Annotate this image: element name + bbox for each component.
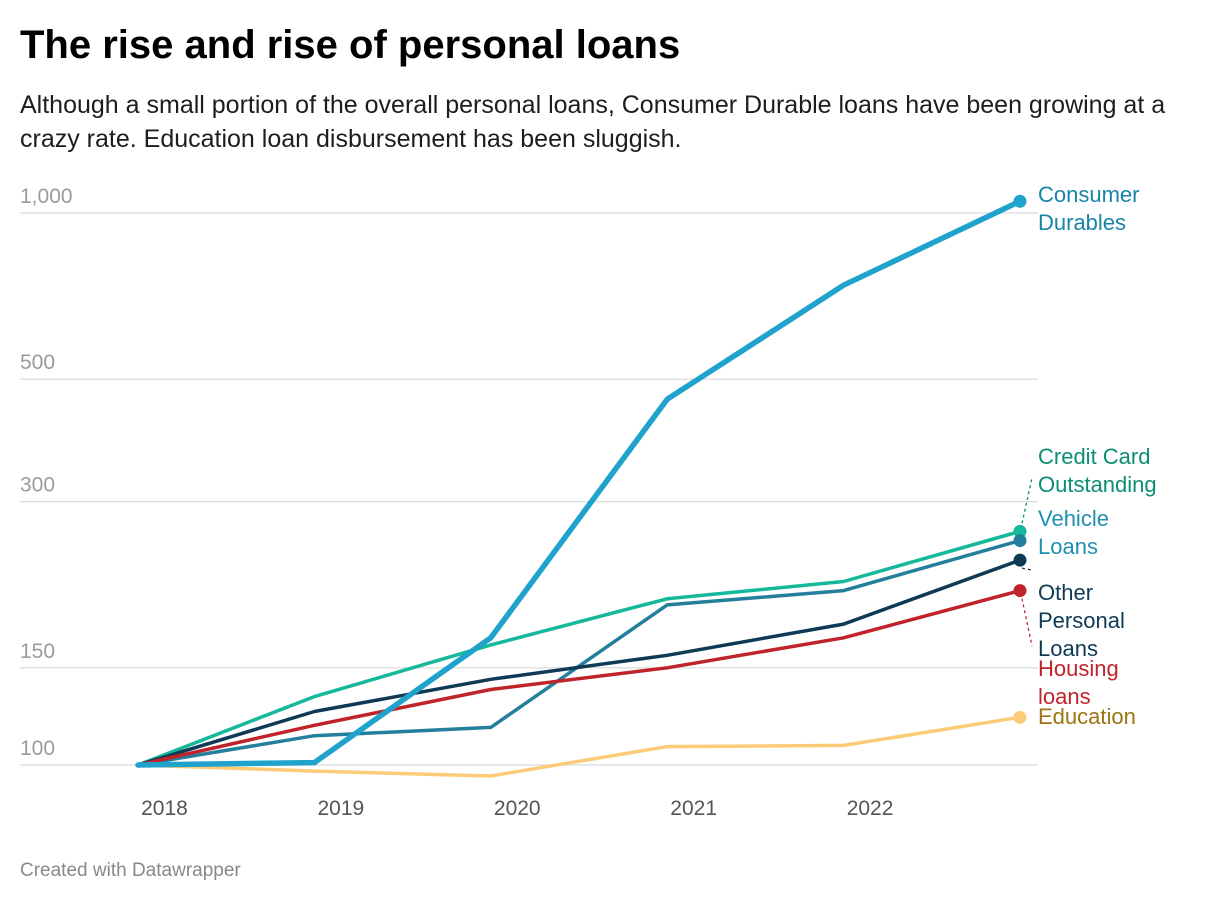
series-lines: [135, 198, 1023, 778]
chart-title: The rise and rise of personal loans: [20, 23, 681, 67]
series-label: Credit Card Outstanding: [1038, 444, 1157, 497]
series-label-line: Consumer: [1038, 182, 1139, 207]
series-label-line: Other: [1038, 580, 1093, 605]
x-axis-tick-labels: 2018 2019 2020 2021 2022: [141, 797, 893, 820]
series-line: [135, 198, 1023, 768]
series-end-markers: [1013, 194, 1027, 724]
x-tick-label: 2021: [670, 797, 717, 820]
series-line: [136, 558, 1022, 767]
label-leader-line: [1021, 567, 1033, 571]
series-label-line: Personal: [1038, 608, 1125, 633]
x-tick-label: 2018: [141, 797, 188, 820]
series-label: Vehicle Loans: [1038, 506, 1109, 559]
y-tick-label: 150: [20, 640, 55, 663]
series-label-line: Loans: [1038, 636, 1098, 661]
series-label: Education: [1038, 704, 1136, 729]
series-label-line: loans: [1038, 684, 1091, 709]
label-leader-line: [1021, 598, 1033, 647]
x-tick-label: 2022: [847, 797, 894, 820]
series-label-line: Credit Card: [1038, 444, 1150, 469]
series-line: [136, 715, 1022, 778]
series-end-marker: [1013, 534, 1027, 548]
gridlines: [20, 212, 1038, 766]
credit-text: Created with Datawrapper: [20, 860, 241, 881]
series-label: Other Personal Loans: [1038, 580, 1125, 661]
y-axis-tick-labels: 100 150 300 500 1,000: [20, 185, 73, 760]
series-label-line: Education: [1038, 704, 1136, 729]
series-label-line: Durables: [1038, 210, 1126, 235]
chart-subtitle: Although a small portion of the overall …: [20, 91, 1166, 153]
y-tick-label: 1,000: [20, 185, 73, 208]
series-end-marker: [1013, 194, 1027, 208]
series-label-line: Vehicle: [1038, 506, 1109, 531]
series-end-marker: [1013, 524, 1027, 538]
series-end-marker: [1013, 553, 1027, 567]
x-tick-label: 2020: [494, 797, 541, 820]
series-end-marker: [1013, 584, 1027, 598]
y-tick-label: 500: [20, 351, 55, 374]
x-tick-label: 2019: [318, 797, 365, 820]
series-end-marker: [1013, 710, 1027, 724]
series-label: Housing loans: [1038, 656, 1119, 709]
series-label: Consumer Durables: [1038, 182, 1139, 235]
series-line: [136, 588, 1022, 767]
series-line: [136, 538, 1022, 767]
y-tick-label: 100: [20, 737, 55, 760]
series-line: [136, 529, 1022, 767]
y-tick-label: 300: [20, 474, 55, 497]
series-labels: Consumer Durables Credit Card Outstanding Ve…: [1021, 182, 1157, 729]
label-leader-line: [1021, 477, 1033, 524]
series-label-line: Housing: [1038, 656, 1119, 681]
series-label-line: Loans: [1038, 534, 1098, 559]
series-label-line: Outstanding: [1038, 472, 1157, 497]
